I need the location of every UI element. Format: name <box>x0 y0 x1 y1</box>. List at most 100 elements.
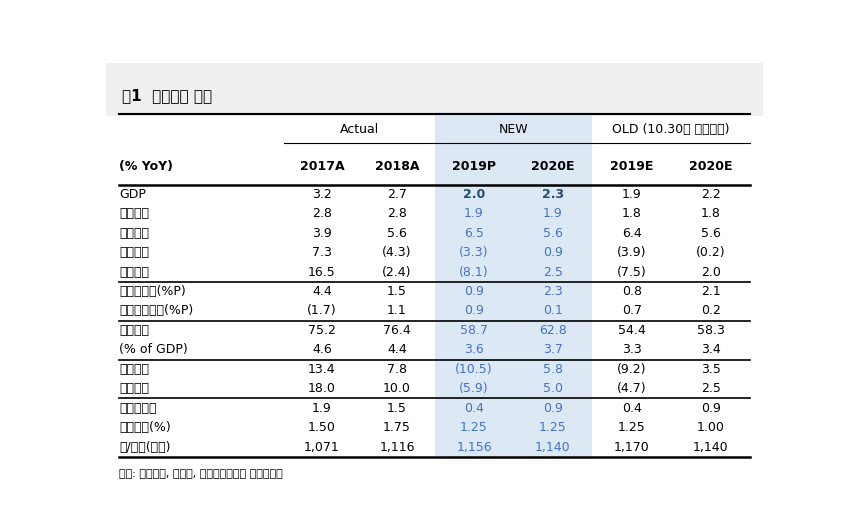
Text: 0.4: 0.4 <box>622 402 642 414</box>
Text: 7.3: 7.3 <box>312 246 332 259</box>
Text: 2017A: 2017A <box>299 160 344 173</box>
Text: 1.9: 1.9 <box>543 207 563 220</box>
Text: 1.25: 1.25 <box>460 421 488 434</box>
Text: 2.5: 2.5 <box>543 266 563 279</box>
Text: 3.6: 3.6 <box>464 343 484 357</box>
FancyBboxPatch shape <box>106 63 763 116</box>
Text: 4.6: 4.6 <box>312 343 332 357</box>
Text: 2.8: 2.8 <box>387 207 407 220</box>
Text: 58.7: 58.7 <box>460 324 488 337</box>
Text: 76.4: 76.4 <box>383 324 411 337</box>
Text: 0.4: 0.4 <box>464 402 484 414</box>
Text: (% YoY): (% YoY) <box>119 160 173 173</box>
Text: 5.6: 5.6 <box>543 227 563 240</box>
Text: 2020E: 2020E <box>689 160 733 173</box>
Text: 2019E: 2019E <box>610 160 654 173</box>
Text: 소비자물가: 소비자물가 <box>119 402 157 414</box>
Text: 0.9: 0.9 <box>543 402 563 414</box>
Text: 1.25: 1.25 <box>539 421 566 434</box>
Text: 18.0: 18.0 <box>308 382 336 395</box>
Text: 2.5: 2.5 <box>700 382 721 395</box>
Text: 3.7: 3.7 <box>543 343 563 357</box>
Text: 6.5: 6.5 <box>464 227 484 240</box>
Text: (7.5): (7.5) <box>616 266 647 279</box>
Text: 0.8: 0.8 <box>622 285 642 298</box>
Text: 4.4: 4.4 <box>388 343 407 357</box>
Text: 2018A: 2018A <box>375 160 419 173</box>
Text: 설비투자: 설비투자 <box>119 266 149 279</box>
Text: 5.6: 5.6 <box>700 227 721 240</box>
Text: 10.0: 10.0 <box>383 382 411 395</box>
Text: 2019P: 2019P <box>452 160 496 173</box>
Text: 순수출기여도(%P): 순수출기여도(%P) <box>119 305 193 318</box>
Text: 1.5: 1.5 <box>387 285 407 298</box>
Text: 75.2: 75.2 <box>308 324 336 337</box>
Text: (4.3): (4.3) <box>382 246 412 259</box>
Text: 1,071: 1,071 <box>304 441 340 453</box>
Text: (% of GDP): (% of GDP) <box>119 343 188 357</box>
Text: 0.7: 0.7 <box>622 305 642 318</box>
Text: 1,170: 1,170 <box>614 441 650 453</box>
Text: 수출금액: 수출금액 <box>119 363 149 376</box>
Text: 0.9: 0.9 <box>700 402 721 414</box>
Text: 0.2: 0.2 <box>700 305 721 318</box>
Text: 0.9: 0.9 <box>543 246 563 259</box>
Text: 경상수지: 경상수지 <box>119 324 149 337</box>
Text: (0.2): (0.2) <box>696 246 725 259</box>
Text: 1.9: 1.9 <box>622 188 642 201</box>
Text: 7.8: 7.8 <box>387 363 407 376</box>
Text: 3.9: 3.9 <box>312 227 332 240</box>
Text: 1,140: 1,140 <box>693 441 728 453</box>
Text: 13.4: 13.4 <box>308 363 336 376</box>
Text: 1,140: 1,140 <box>535 441 571 453</box>
Text: 1.8: 1.8 <box>700 207 721 220</box>
Text: (3.9): (3.9) <box>617 246 646 259</box>
Text: 1.5: 1.5 <box>387 402 407 414</box>
Text: 1.75: 1.75 <box>383 421 411 434</box>
Text: 민간소비: 민간소비 <box>119 207 149 220</box>
Text: NEW: NEW <box>499 124 528 136</box>
Text: 62.8: 62.8 <box>539 324 566 337</box>
Text: 4.4: 4.4 <box>312 285 332 298</box>
Text: 3.3: 3.3 <box>622 343 642 357</box>
Text: 0.1: 0.1 <box>543 305 563 318</box>
Text: 1.1: 1.1 <box>388 305 407 318</box>
Text: GDP: GDP <box>119 188 146 201</box>
Text: (10.5): (10.5) <box>455 363 493 376</box>
Text: (8.1): (8.1) <box>460 266 488 279</box>
Text: (2.4): (2.4) <box>382 266 412 279</box>
Text: 건설투자: 건설투자 <box>119 246 149 259</box>
Text: OLD (10.30일 연간전망): OLD (10.30일 연간전망) <box>612 124 730 136</box>
Text: 2.3: 2.3 <box>543 285 563 298</box>
Text: 0.9: 0.9 <box>464 305 484 318</box>
Text: 2.0: 2.0 <box>700 266 721 279</box>
Text: 원/달러(기말): 원/달러(기말) <box>119 441 170 453</box>
Text: (4.7): (4.7) <box>617 382 646 395</box>
Text: 5.6: 5.6 <box>387 227 407 240</box>
Text: (5.9): (5.9) <box>460 382 488 395</box>
Text: 6.4: 6.4 <box>622 227 642 240</box>
Text: 3.4: 3.4 <box>700 343 721 357</box>
Text: 16.5: 16.5 <box>308 266 336 279</box>
Text: 5.8: 5.8 <box>543 363 563 376</box>
Text: 1,116: 1,116 <box>379 441 415 453</box>
Text: 1.9: 1.9 <box>464 207 484 220</box>
Text: 5.0: 5.0 <box>543 382 563 395</box>
Text: 1.8: 1.8 <box>622 207 642 220</box>
Text: 54.4: 54.4 <box>618 324 645 337</box>
Text: 2.7: 2.7 <box>387 188 407 201</box>
Text: 정부지출: 정부지출 <box>119 227 149 240</box>
Text: (3.3): (3.3) <box>460 246 488 259</box>
Text: Actual: Actual <box>340 124 379 136</box>
Text: 2.0: 2.0 <box>463 188 485 201</box>
Text: 1.50: 1.50 <box>308 421 336 434</box>
Text: (1.7): (1.7) <box>307 305 337 318</box>
FancyBboxPatch shape <box>434 112 592 457</box>
Text: 기준금리(%): 기준금리(%) <box>119 421 171 434</box>
Text: 1.9: 1.9 <box>312 402 332 414</box>
Text: 수입금액: 수입금액 <box>119 382 149 395</box>
Text: 표1  경제전망 요약: 표1 경제전망 요약 <box>122 88 213 103</box>
Text: 1.25: 1.25 <box>618 421 645 434</box>
Text: 2.1: 2.1 <box>700 285 721 298</box>
Text: 2020E: 2020E <box>531 160 575 173</box>
